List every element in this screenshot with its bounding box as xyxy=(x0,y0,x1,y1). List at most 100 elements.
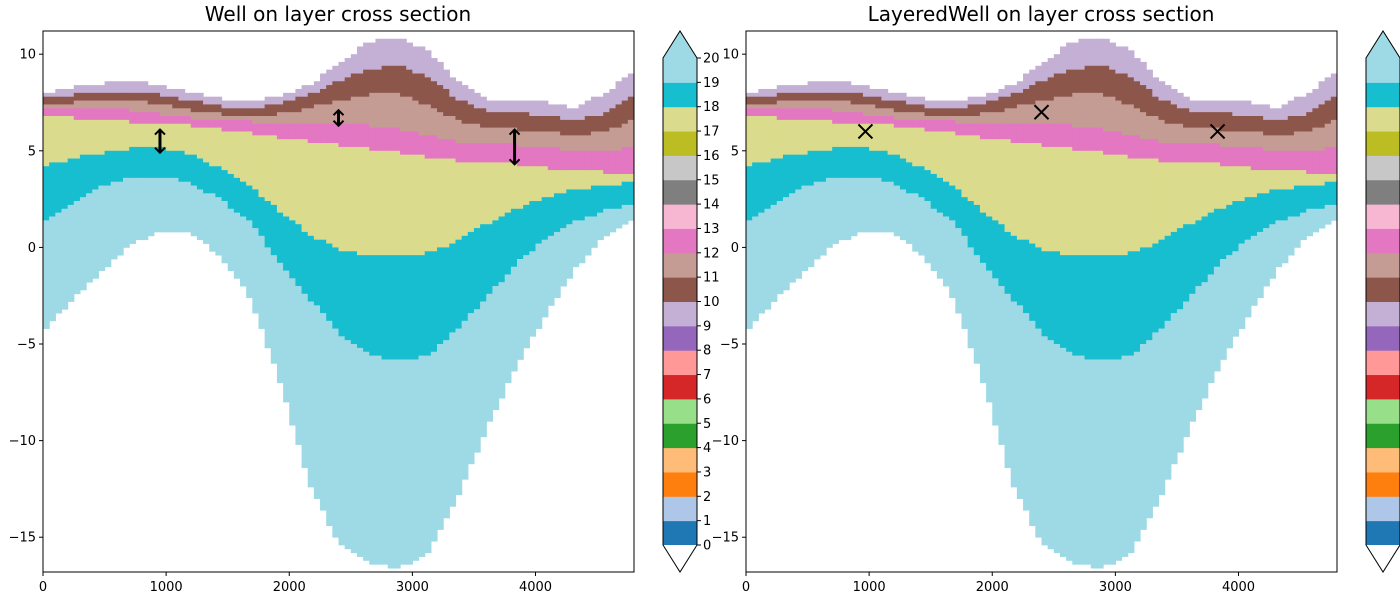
cell-layer-9 xyxy=(590,96,598,117)
cell-layer-19 xyxy=(844,177,852,241)
cell-layer-12 xyxy=(313,123,321,144)
cell-layer-10 xyxy=(752,96,759,105)
cell-layer-10 xyxy=(350,73,358,98)
cell-layer-9 xyxy=(344,58,352,78)
cell-layer-11 xyxy=(541,131,549,148)
cell-layer-12 xyxy=(350,123,358,148)
cell-layer-12 xyxy=(1170,143,1178,163)
cell-layer-18 xyxy=(486,224,494,295)
cell-layer-11 xyxy=(301,108,309,125)
cell-layer-18 xyxy=(899,158,907,190)
cell-layer-12 xyxy=(356,123,364,148)
cell-layer-18 xyxy=(912,166,919,194)
cell-layer-12 xyxy=(1213,143,1221,163)
cell-layer-19 xyxy=(418,355,426,557)
cell-layer-18 xyxy=(572,189,580,221)
cell-layer-12 xyxy=(1072,127,1080,152)
cell-layer-10 xyxy=(875,96,883,109)
colorbar-segment-11 xyxy=(1366,252,1400,278)
cell-layer-19 xyxy=(233,212,241,279)
cell-layer-10 xyxy=(869,96,876,105)
cell-layer-12 xyxy=(943,119,950,132)
cell-layer-10 xyxy=(504,112,512,129)
cell-layer-17 xyxy=(547,170,555,198)
cell-layer-19 xyxy=(752,216,759,322)
cell-layer-19 xyxy=(603,208,610,237)
cell-layer-10 xyxy=(1232,116,1240,132)
cell-layer-19 xyxy=(869,177,876,233)
cell-layer-11 xyxy=(252,116,260,125)
cell-layer-18 xyxy=(801,154,809,186)
cell-layer-18 xyxy=(1066,255,1073,353)
cell-layer-12 xyxy=(320,123,327,144)
cell-layer-11 xyxy=(918,112,926,121)
colorbar-segment-7 xyxy=(663,350,697,376)
cell-layer-19 xyxy=(1244,239,1252,318)
cell-layer-10 xyxy=(541,116,549,132)
cell-layer-12 xyxy=(764,108,772,117)
cell-layer-18 xyxy=(393,255,401,360)
cell-layer-18 xyxy=(67,158,75,206)
cell-layer-12 xyxy=(782,108,790,121)
cell-layer-11 xyxy=(584,135,592,152)
cell-layer-9 xyxy=(875,88,883,98)
cell-layer-12 xyxy=(141,112,149,125)
cell-layer-12 xyxy=(844,112,852,125)
cell-layer-18 xyxy=(553,193,561,233)
cell-layer-17 xyxy=(233,131,241,179)
cell-layer-18 xyxy=(129,146,136,179)
cell-layer-17 xyxy=(412,154,420,256)
cell-layer-17 xyxy=(986,139,993,217)
cell-layer-10 xyxy=(400,65,407,98)
cell-layer-10 xyxy=(584,116,592,136)
cell-layer-19 xyxy=(1140,344,1147,530)
cell-layer-9 xyxy=(55,88,63,98)
cell-layer-17 xyxy=(782,119,790,156)
cell-layer-12 xyxy=(838,112,846,125)
cell-layer-10 xyxy=(387,65,395,94)
cell-layer-9 xyxy=(1010,85,1018,94)
cell-layer-9 xyxy=(510,100,518,113)
cell-layer-12 xyxy=(190,119,198,129)
cell-layer-10 xyxy=(1115,73,1123,101)
cell-layer-12 xyxy=(1041,123,1049,148)
y-tick-label: 0 xyxy=(28,241,36,256)
cell-layer-9 xyxy=(363,42,370,71)
cell-layer-12 xyxy=(92,108,100,121)
cell-layer-11 xyxy=(967,116,975,125)
cell-layer-10 xyxy=(801,92,809,101)
cell-layer-10 xyxy=(776,92,784,101)
cell-layer-11 xyxy=(190,112,198,121)
colorbar-segment-6 xyxy=(1366,374,1400,400)
cell-layer-18 xyxy=(517,208,524,260)
cell-layer-18 xyxy=(467,231,475,314)
cell-layer-18 xyxy=(461,235,469,322)
cell-layer-9 xyxy=(172,88,180,98)
cell-layer-9 xyxy=(930,100,938,109)
cell-layer-11 xyxy=(233,116,241,121)
cell-layer-18 xyxy=(770,158,778,206)
cell-layer-10 xyxy=(270,104,278,117)
cell-layer-9 xyxy=(1146,69,1153,90)
cell-layer-11 xyxy=(49,104,56,109)
cell-layer-17 xyxy=(129,123,136,148)
cell-layer-18 xyxy=(1078,255,1086,356)
cell-layer-11 xyxy=(1244,131,1252,148)
cell-layer-18 xyxy=(1300,185,1307,214)
colorbar-segment-4 xyxy=(663,423,697,449)
cell-layer-10 xyxy=(98,92,106,101)
cell-layer-9 xyxy=(1041,61,1049,82)
cell-layer-9 xyxy=(1256,104,1264,117)
cell-layer-19 xyxy=(523,255,530,349)
y-tick-label: −5 xyxy=(720,338,739,353)
y-tick-label: −15 xyxy=(9,531,36,546)
cell-layer-11 xyxy=(1226,131,1233,148)
cell-layer-19 xyxy=(1053,344,1061,554)
cell-layer-11 xyxy=(1146,116,1153,140)
cell-layer-17 xyxy=(1109,154,1116,256)
cell-layer-12 xyxy=(104,108,112,121)
colorbar-segment-18 xyxy=(663,82,697,108)
cell-layer-11 xyxy=(443,116,450,140)
cell-layer-18 xyxy=(153,146,161,179)
cell-layer-19 xyxy=(547,235,555,306)
